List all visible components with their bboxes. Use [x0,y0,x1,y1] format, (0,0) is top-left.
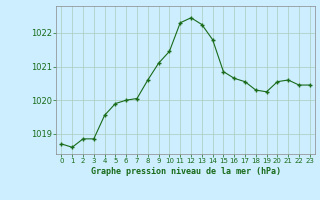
X-axis label: Graphe pression niveau de la mer (hPa): Graphe pression niveau de la mer (hPa) [91,167,281,176]
